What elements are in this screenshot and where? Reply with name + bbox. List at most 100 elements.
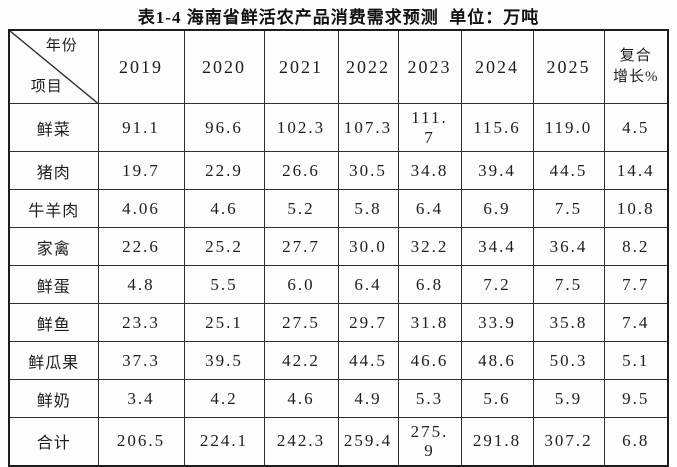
table-cell: 46.6 [397,341,462,380]
table-cell: 4.6 [263,379,339,418]
table-cell: 5.5 [183,265,265,304]
table-cell: 48.6 [460,341,534,380]
header-row: 年份 项目 2019 2020 2021 2022 2023 2024 2025 复合 增长% [8,29,669,104]
table-cell: 19.7 [97,151,185,190]
table-row: 合计 206.5 224.1 242.3 259.4 275. 9 291.8 307.2 6.… [8,417,669,466]
table-cell: 9.5 [603,379,669,418]
diagonal-divider [10,31,97,103]
table-cell: 5.9 [532,379,605,418]
row-label: 合计 [8,417,99,466]
table-cell: 7.2 [460,265,534,304]
row-label: 牛羊肉 [8,189,99,228]
table-cell: 30.0 [337,227,399,266]
table-cell: 27.7 [263,227,339,266]
table-cell: 6.8 [603,417,669,466]
table-cell: 36.4 [532,227,605,266]
table-cell: 5.3 [397,379,462,418]
table-cell: 107.3 [337,103,399,152]
table-cell: 22.6 [97,227,185,266]
year-column-header: 2025 [532,29,605,104]
table-cell: 6.4 [397,189,462,228]
year-column-header: 2022 [337,29,399,104]
row-label: 家禽 [8,227,99,266]
table-cell: 7.4 [603,303,669,342]
row-label: 鲜鱼 [8,303,99,342]
year-column-header: 2020 [183,29,265,104]
table-cell: 4.8 [97,265,185,304]
table-cell: 50.3 [532,341,605,380]
table-cell: 259.4 [337,417,399,466]
table-cell: 96.6 [183,103,265,152]
table-cell: 307.2 [532,417,605,466]
table-cell: 242.3 [263,417,339,466]
table-cell: 91.1 [97,103,185,152]
table-cell: 44.5 [532,151,605,190]
corner-year-label: 年份 [45,38,78,54]
table-cell: 5.6 [460,379,534,418]
table-title: 表1-4 海南省鲜活农产品消费需求预测 单位：万吨 [137,8,540,27]
table-cell: 5.2 [263,189,339,228]
year-column-header: 2019 [97,29,185,104]
row-label: 鲜瓜果 [8,341,99,380]
table-cell: 26.6 [263,151,339,190]
table-cell: 39.4 [460,151,534,190]
table-cell: 6.8 [397,265,462,304]
row-label: 鲜蛋 [8,265,99,304]
document-page: 表1-4 海南省鲜活农产品消费需求预测 单位：万吨 年份 项目 2019 2020… [8,8,669,467]
year-column-header: 2024 [460,29,534,104]
table-cell: 111. 7 [397,103,462,152]
forecast-table: 年份 项目 2019 2020 2021 2022 2023 2024 2025 复合 增长%… [8,29,669,467]
table-cell: 5.8 [337,189,399,228]
table-cell: 4.5 [603,103,669,152]
table-cell: 31.8 [397,303,462,342]
table-cell: 6.4 [337,265,399,304]
table-cell: 33.9 [460,303,534,342]
year-column-header: 2023 [397,29,462,104]
table-body: 鲜菜 91.1 96.6 102.3 107.3 111. 7 115.6 119.0 4.5 猪… [8,103,669,466]
table-cell: 291.8 [460,417,534,466]
corner-item-label: 项目 [30,79,63,95]
table-row: 鲜鱼 23.3 25.1 27.5 29.7 31.8 33.9 35.8 7.4 [8,303,669,342]
table-cell: 5.1 [603,341,669,380]
table-cell: 119.0 [532,103,605,152]
table-cell: 206.5 [97,417,185,466]
table-cell: 7.5 [532,189,605,228]
table-row: 鲜菜 91.1 96.6 102.3 107.3 111. 7 115.6 119.0 4.5 [8,103,669,152]
table-cell: 25.2 [183,227,265,266]
table-row: 家禽 22.6 25.2 27.7 30.0 32.2 34.4 36.4 8.2 [8,227,669,266]
table-cell: 30.5 [337,151,399,190]
table-cell: 8.2 [603,227,669,266]
year-column-header: 2021 [263,29,339,104]
table-cell: 3.4 [97,379,185,418]
table-cell: 7.7 [603,265,669,304]
row-label: 猪肉 [8,151,99,190]
table-cell: 23.3 [97,303,185,342]
growth-column-header: 复合 增长% [603,29,669,104]
table-cell: 115.6 [460,103,534,152]
table-cell: 102.3 [263,103,339,152]
table-cell: 14.4 [603,151,669,190]
table-row: 鲜奶 3.4 4.2 4.6 4.9 5.3 5.6 5.9 9.5 [8,379,669,418]
table-cell: 42.2 [263,341,339,380]
table-cell: 37.3 [97,341,185,380]
table-cell: 4.2 [183,379,265,418]
table-cell: 4.6 [183,189,265,228]
corner-header-cell: 年份 项目 [8,29,99,104]
table-cell: 44.5 [337,341,399,380]
table-cell: 39.5 [183,341,265,380]
table-cell: 29.7 [337,303,399,342]
table-row: 鲜瓜果 37.3 39.5 42.2 44.5 46.6 48.6 50.3 5.1 [8,341,669,380]
table-cell: 32.2 [397,227,462,266]
table-cell: 224.1 [183,417,265,466]
table-row: 鲜蛋 4.8 5.5 6.0 6.4 6.8 7.2 7.5 7.7 [8,265,669,304]
table-cell: 7.5 [532,265,605,304]
table-cell: 34.8 [397,151,462,190]
table-row: 猪肉 19.7 22.9 26.6 30.5 34.8 39.4 44.5 14.4 [8,151,669,190]
table-cell: 6.9 [460,189,534,228]
table-cell: 6.0 [263,265,339,304]
table-cell: 10.8 [603,189,669,228]
table-cell: 4.06 [97,189,185,228]
table-cell: 25.1 [183,303,265,342]
row-label: 鲜菜 [8,103,99,152]
table-cell: 35.8 [532,303,605,342]
